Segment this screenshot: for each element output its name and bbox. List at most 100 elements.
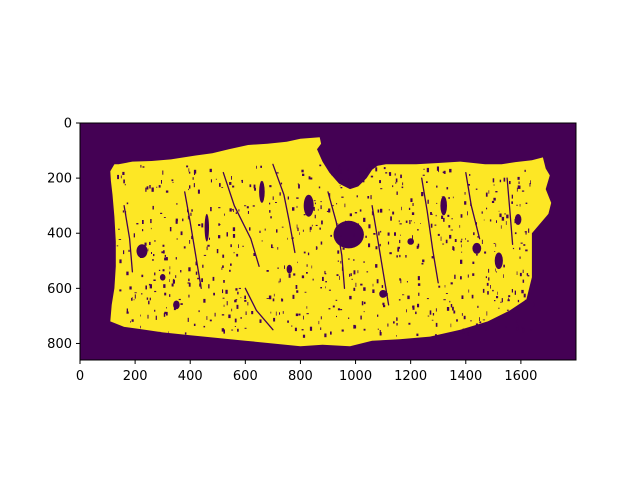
mask-speckle [149,185,151,189]
mask-speckle [483,219,485,221]
mask-speckle [210,179,212,183]
x-tick-label: 200 [123,369,148,384]
mask-speckle [288,273,291,278]
mask-speckle [353,233,355,238]
mask-speckle [123,179,125,184]
mask-speckle [247,302,249,306]
mask-speckle [399,223,402,225]
mask-speckle [332,305,335,308]
mask-speckle [396,317,398,321]
mask-speckle [202,264,204,268]
mask-speckle [269,185,272,188]
mask-speckle [192,177,194,180]
mask-speckle [154,309,156,312]
mask-speckle [363,261,365,263]
mask-speckle [370,195,372,200]
mask-speckle [180,303,183,305]
mask-speckle [385,172,388,174]
mask-speckle [169,227,172,232]
mask-speckle [340,187,343,189]
mask-speckle [485,328,488,331]
mask-speckle [154,240,156,242]
mask-speckle [318,186,321,189]
mask-speckle [517,176,520,180]
mask-speckle [426,168,429,173]
mask-speckle [175,257,177,260]
mask-speckle [222,297,225,299]
mask-speckle [237,291,239,295]
mask-speckle [155,315,157,320]
mask-speckle [278,280,280,284]
mask-speckle [165,311,168,316]
mask-speckle [359,171,362,173]
mask-hole [303,194,314,217]
mask-speckle [525,249,528,252]
mask-speckle [452,246,454,250]
mask-crack [244,287,274,331]
mask-speckle [228,314,231,319]
mask-speckle [270,311,272,314]
mask-speckle [401,186,404,189]
mask-speckle [151,252,152,254]
y-tick-label: 800 [47,337,72,352]
mask-speckle [516,187,518,192]
mask-layer [110,137,552,347]
mask-speckle [375,246,378,250]
mask-speckle [448,197,450,199]
mask-speckle [512,247,515,250]
mask-speckle [188,188,189,191]
x-tick-label: 400 [178,369,203,384]
mask-speckle [172,181,174,183]
mask-speckle [377,314,379,317]
mask-speckle [180,231,183,236]
mask-speckle [357,241,359,244]
mask-crack [123,205,134,273]
mask-speckle [509,181,511,185]
mask-speckle [514,232,517,235]
mask-speckle [162,244,165,247]
mask-speckle [452,306,454,311]
mask-speckle [453,247,455,251]
mask-speckle [363,311,365,313]
mask-speckle [189,185,191,189]
mask-speckle [301,169,304,173]
mask-hole [159,274,166,281]
mask-speckle [141,274,144,278]
mask-speckle [142,229,144,232]
mask-speckle [357,270,359,274]
mask-speckle [521,190,525,192]
mask-speckle [312,278,314,281]
mask-speckle [517,299,520,303]
mask-speckle [221,187,224,188]
mask-speckle [226,301,228,306]
mask-speckle [292,294,295,299]
mask-speckle [475,222,477,225]
mask-speckle [393,321,395,324]
y-tick-label: 400 [47,227,72,242]
mask-speckle [318,320,320,325]
mask-speckle [396,255,398,258]
mask-speckle [406,281,408,283]
mask-speckle [454,239,457,242]
mask-speckle [417,276,420,281]
mask-speckle [320,316,322,320]
mask-speckle [354,212,358,214]
mask-speckle [431,213,433,215]
mask-speckle [410,198,413,202]
mask-speckle [421,262,424,265]
plot-area [79,122,577,361]
mask-speckle [390,216,392,221]
mask-speckle [467,211,468,216]
mask-speckle [353,324,356,329]
mask-speckle [375,167,378,172]
mask-speckle [209,319,212,322]
mask-speckle [291,237,294,239]
mask-speckle [517,185,520,189]
mask-speckle [339,275,340,280]
mask-speckle [230,263,232,266]
mask-speckle [279,312,280,315]
mask-crack [506,177,514,245]
mask-speckle [503,264,505,268]
mask-speckle [499,213,502,218]
